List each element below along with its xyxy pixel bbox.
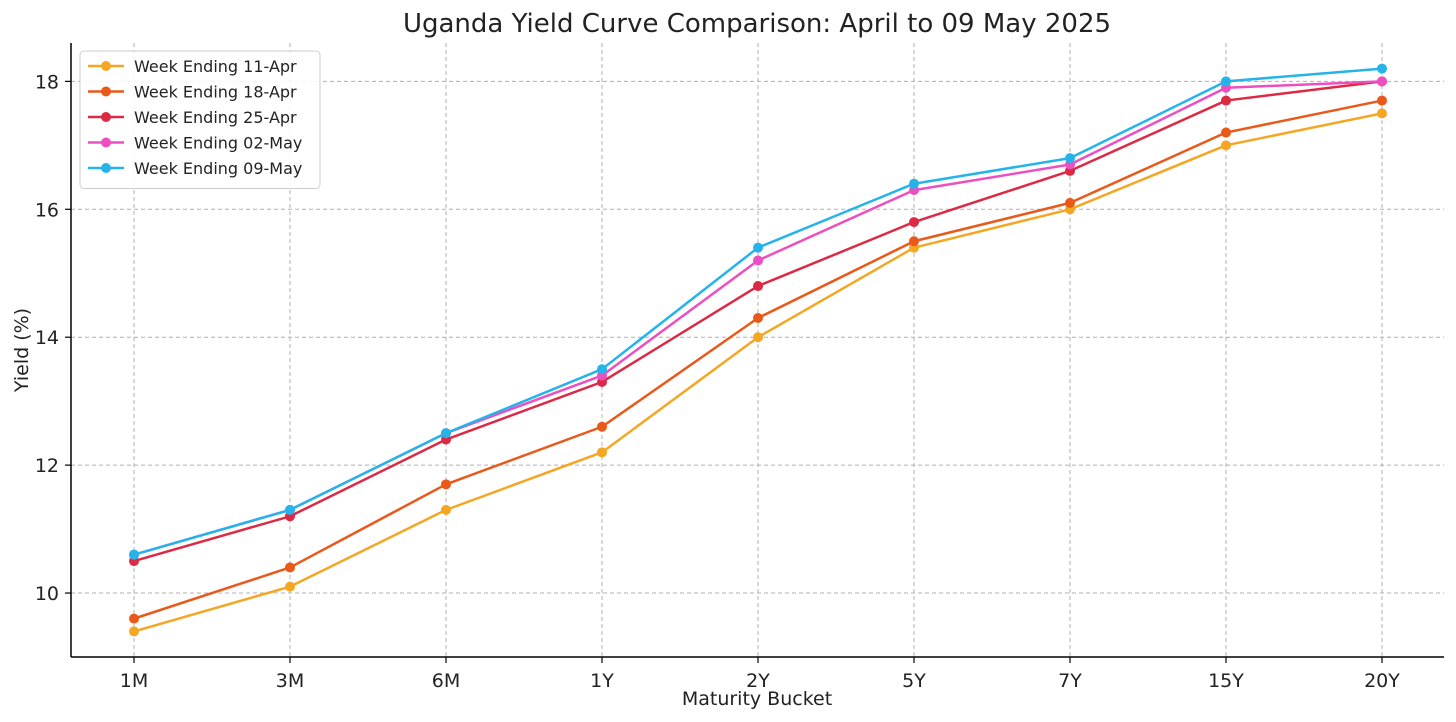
data-point [285,504,295,515]
data-point [753,332,763,343]
series-1 [129,108,1387,637]
legend-swatch-marker [101,61,111,71]
data-point [1377,76,1387,87]
data-point [1065,197,1075,208]
data-point [909,217,919,228]
data-point [753,242,763,253]
series-2 [129,95,1387,624]
data-point [285,562,295,573]
y-tick-label: 14 [35,327,59,349]
legend-label: Week Ending 09-May [134,159,302,178]
y-tick-label: 16 [35,199,59,221]
legend-item: Week Ending 09-May [88,159,302,178]
legend-swatch-marker [101,86,111,97]
legend-label: Week Ending 25-Apr [134,108,297,127]
data-point [285,581,295,592]
data-point [1221,95,1231,106]
x-tick-label: 1M [120,670,148,692]
y-tick-label: 10 [35,583,59,605]
legend-item: Week Ending 25-Apr [88,108,297,127]
legend-box [79,50,321,189]
legend-swatch-marker [101,112,111,122]
data-point [441,428,451,439]
x-tick-label: 20Y [1364,670,1400,692]
data-point [597,421,607,432]
data-point [441,504,451,515]
data-point [753,313,763,324]
y-tick-label: 12 [35,455,59,477]
legend-item: Week Ending 02-May [88,134,302,153]
data-point [1065,153,1075,164]
data-point [1221,140,1231,151]
x-tick-label: 1Y [590,670,614,692]
data-point [909,236,919,247]
data-point [597,447,607,458]
x-tick-label: 15Y [1208,670,1244,692]
data-point [441,479,451,490]
x-axis-label: Maturity Bucket [682,688,832,710]
tick-labels: 1M 3M 6M 1Y 2Y 5Y 7Y 15Y 20Y 10 12 14 16 18 [35,71,1400,692]
data-point [1377,95,1387,106]
data-point [1221,127,1231,138]
legend-item: Week Ending 18-Apr [88,83,297,102]
data-point [129,613,139,624]
data-point [1377,63,1387,74]
x-tick-label: 6M [432,670,460,692]
x-tick-label: 3M [276,670,304,692]
legend: Week Ending 11-Apr Week Ending 18-Apr Week… [79,50,321,189]
data-point [129,626,139,637]
x-tick-label: 5Y [902,670,926,692]
x-tick-label: 2Y [746,670,770,692]
axes [65,43,1444,663]
data-point [753,281,763,292]
chart-title: Uganda Yield Curve Comparison: April to … [403,9,1111,39]
data-point [129,549,139,560]
data-point [1377,108,1387,119]
x-tick-label: 7Y [1058,670,1082,692]
legend-item: Week Ending 11-Apr [88,57,297,76]
data-point [909,178,919,189]
legend-label: Week Ending 02-May [134,134,302,153]
series-lines [129,63,1387,637]
legend-swatch-marker [101,137,111,148]
data-point [753,255,763,266]
data-point [597,364,607,375]
legend-swatch-marker [101,163,111,173]
y-axis-label: Yield (%) [11,308,33,393]
legend-label: Week Ending 18-Apr [134,83,297,102]
y-tick-label: 18 [35,71,59,93]
legend-label: Week Ending 11-Apr [134,57,297,76]
data-point [1221,76,1231,87]
series-5 [129,63,1387,560]
